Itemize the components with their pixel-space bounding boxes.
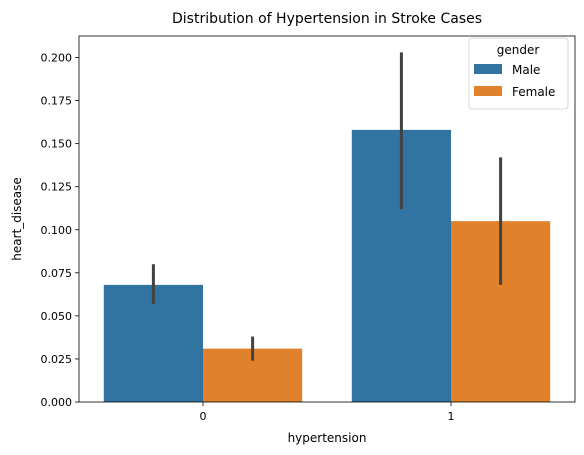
y-axis-label: heart_disease [10, 177, 24, 261]
y-tick-label: 0.125 [41, 181, 73, 194]
plot-area [103, 52, 551, 403]
legend-swatch-male [474, 64, 502, 74]
chart-title: Distribution of Hypertension in Stroke C… [172, 11, 482, 27]
plot-frame [78, 35, 576, 403]
legend-swatch-female [474, 86, 502, 96]
legend-label-male: Male [512, 63, 540, 77]
y-tick-label: 0.000 [41, 396, 73, 409]
x-tick-label: 0 [200, 410, 207, 423]
legend-label-female: Female [512, 85, 555, 99]
y-tick-label: 0.025 [41, 353, 73, 366]
y-tick-label: 0.100 [41, 224, 73, 237]
x-tick-label: 1 [448, 410, 455, 423]
legend: gender Male Female [468, 37, 569, 110]
y-tick-label: 0.150 [41, 138, 73, 151]
legend-title: gender [497, 43, 540, 57]
y-tick-label: 0.175 [41, 95, 73, 108]
x-axis-label: hypertension [288, 431, 367, 445]
bar-male-0 [103, 284, 203, 402]
y-tick-label: 0.200 [41, 52, 73, 65]
y-tick-label: 0.050 [41, 310, 73, 323]
y-axis: 0.000 0.025 0.050 0.075 0.100 0.125 0.150 0.175… [41, 52, 79, 409]
y-tick-label: 0.075 [41, 267, 73, 280]
